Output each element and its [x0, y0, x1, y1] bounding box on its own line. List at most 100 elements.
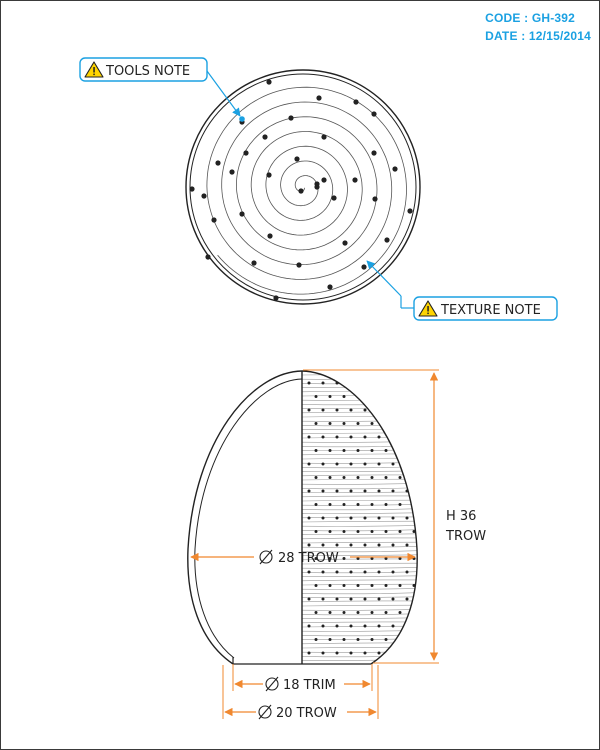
hatch-line: [302, 407, 418, 409]
texture-dot: [328, 422, 332, 425]
texture-dot: [327, 284, 333, 290]
texture-dot: [377, 516, 381, 520]
texture-dot: [391, 516, 395, 520]
texture-dot: [407, 208, 413, 214]
tools-note-label: TOOLS NOTE: [105, 64, 190, 79]
texture-dot: [377, 462, 381, 466]
texture-dot: [321, 381, 325, 385]
texture-dot: [314, 584, 318, 587]
date-label: DATE : 12/15/2014: [485, 29, 591, 43]
trim-diameter-label: 18 TRIM: [283, 678, 336, 693]
hatch-line: [302, 579, 418, 582]
texture-dot: [342, 449, 346, 452]
texture-dot: [391, 597, 395, 601]
texture-dot: [377, 543, 381, 547]
texture-dot: [321, 462, 325, 466]
texture-dot: [307, 624, 311, 628]
hatch-line: [302, 441, 418, 443]
texture-dot: [328, 476, 332, 479]
texture-dot: [331, 195, 337, 201]
texture-note-box[interactable]: [413, 296, 558, 321]
hatch-line: [302, 382, 418, 385]
texture-dot: [398, 503, 402, 506]
texture-dot: [363, 435, 367, 439]
texture-dot: [266, 79, 272, 85]
texture-dot: [377, 597, 381, 601]
texture-dot: [335, 462, 339, 466]
texture-dot: [314, 449, 318, 452]
texture-dot: [243, 150, 249, 156]
hatch-line: [302, 541, 418, 544]
base-diameter-dimension: 20 TROW: [222, 665, 379, 721]
texture-dot: [391, 570, 395, 574]
spiral-line: [206, 86, 407, 295]
texture-dot: [342, 240, 348, 246]
texture-dot: [405, 381, 409, 385]
texture-dot: [356, 449, 360, 452]
diameter-symbol-icon: [258, 704, 272, 720]
texture-dot: [370, 449, 374, 452]
disc-inner-rim: [189, 73, 417, 301]
hatch-line: [302, 659, 418, 661]
texture-dot: [321, 408, 325, 412]
texture-dot: [307, 381, 311, 385]
texture-dot: [349, 381, 353, 385]
left-inner-profile: [194, 378, 303, 659]
texture-dot: [412, 449, 416, 452]
texture-dot: [377, 489, 381, 493]
texture-dot: [314, 476, 318, 479]
height-unit-label: TROW: [445, 529, 486, 544]
texture-note-callout[interactable]: TEXTURE NOTE: [366, 260, 558, 321]
texture-dot: [363, 651, 367, 655]
texture-dot: [314, 503, 318, 506]
texture-dot: [384, 557, 388, 560]
texture-dot: [356, 422, 360, 425]
texture-dot: [371, 150, 377, 156]
texture-dot: [328, 638, 332, 641]
texture-dot: [398, 476, 402, 479]
texture-dot: [377, 408, 381, 412]
texture-dot: [370, 584, 374, 587]
texture-dot: [201, 193, 207, 199]
texture-dot: [342, 611, 346, 614]
texture-dot: [384, 237, 390, 243]
tools-note-callout[interactable]: TOOLS NOTE: [79, 57, 245, 122]
hatch-line: [302, 453, 418, 456]
tools-note-box[interactable]: [79, 57, 208, 82]
texture-dot: [298, 188, 304, 194]
texture-dot: [273, 295, 279, 301]
hatch-line: [302, 508, 418, 511]
texture-dot: [356, 611, 360, 614]
texture-dot: [352, 177, 358, 183]
texture-dot: [356, 503, 360, 506]
texture-dot: [370, 638, 374, 641]
texture-dot: [307, 516, 311, 520]
texture-dot: [405, 597, 409, 601]
texture-dot: [349, 597, 353, 601]
texture-dot: [335, 543, 339, 547]
base-diameter-label: 20 TROW: [276, 706, 337, 721]
texture-dot: [342, 503, 346, 506]
side-view: [187, 370, 418, 665]
texture-dot: [335, 489, 339, 493]
hatch-line: [302, 424, 418, 427]
texture-dot: [349, 516, 353, 520]
hatch-line: [302, 583, 418, 586]
texture-dot: [335, 435, 339, 439]
texture-dot: [384, 611, 388, 614]
right-half-texture: [302, 373, 418, 661]
max-diameter-label: 28 TROW: [278, 551, 339, 566]
hatch-line: [302, 457, 418, 460]
texture-dot: [384, 530, 388, 533]
disc-outer-rim: [185, 69, 421, 305]
hatch-line: [302, 420, 418, 422]
texture-dot: [398, 611, 402, 614]
texture-dot: [321, 543, 325, 547]
texture-dot: [189, 186, 195, 192]
texture-dot: [356, 530, 360, 533]
hatch-line: [302, 634, 418, 637]
texture-dot: [321, 489, 325, 493]
texture-dot: [371, 111, 377, 117]
texture-dot: [211, 217, 217, 223]
texture-dot: [405, 543, 409, 547]
